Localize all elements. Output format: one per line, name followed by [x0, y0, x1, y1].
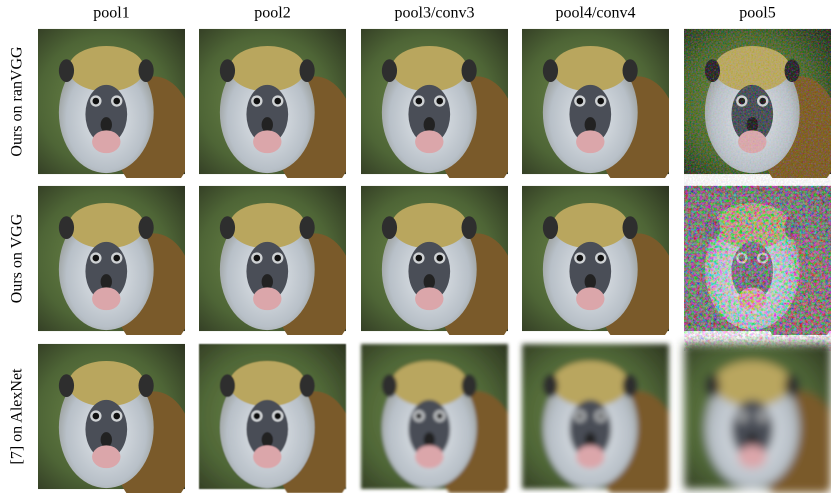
column-header: pool3/conv3: [395, 5, 475, 22]
figure: pool1 pool2 pool3/conv3 pool4/conv4 pool5 Our…: [0, 0, 831, 493]
page: pool1 pool2 pool3/conv3 pool4/conv4 pool5 Our…: [0, 0, 831, 493]
image-content: [199, 29, 355, 194]
reconstruction-image: [38, 29, 194, 194]
image-content: [361, 29, 517, 194]
column-header: pool5: [739, 5, 775, 22]
reconstruction-image: [684, 186, 831, 351]
image-content: [38, 29, 194, 194]
reconstruction-image: [199, 186, 355, 351]
image-content: [684, 186, 831, 351]
image-content: [38, 344, 194, 493]
reconstruction-image: [199, 344, 355, 493]
image-content: [199, 344, 355, 493]
row-label: Ours on VGG: [9, 213, 26, 303]
reconstruction-image: [361, 29, 517, 194]
reconstruction-image: [522, 29, 678, 194]
reconstruction-image: [38, 344, 194, 493]
reconstruction-image: [38, 186, 194, 351]
image-content: [38, 186, 194, 351]
reconstruction-image: [522, 344, 678, 493]
reconstruction-image: [361, 186, 517, 351]
row-label: Ours on ranVGG: [9, 46, 26, 157]
reconstruction-image: [684, 29, 831, 194]
image-content: [522, 344, 678, 493]
column-header: pool4/conv4: [556, 5, 636, 22]
column-header: pool1: [93, 5, 129, 22]
image-content: [361, 186, 517, 351]
reconstruction-image: [684, 344, 831, 493]
image-content: [522, 186, 678, 351]
image-content: [684, 29, 831, 194]
image-content: [361, 344, 517, 493]
image-content: [684, 344, 831, 493]
reconstruction-image: [199, 29, 355, 194]
reconstruction-image: [361, 344, 517, 493]
row-label: [7] on AlexNet: [9, 368, 26, 465]
reconstruction-image: [522, 186, 678, 351]
image-content: [522, 29, 678, 194]
column-header: pool2: [254, 5, 290, 22]
image-content: [199, 186, 355, 351]
